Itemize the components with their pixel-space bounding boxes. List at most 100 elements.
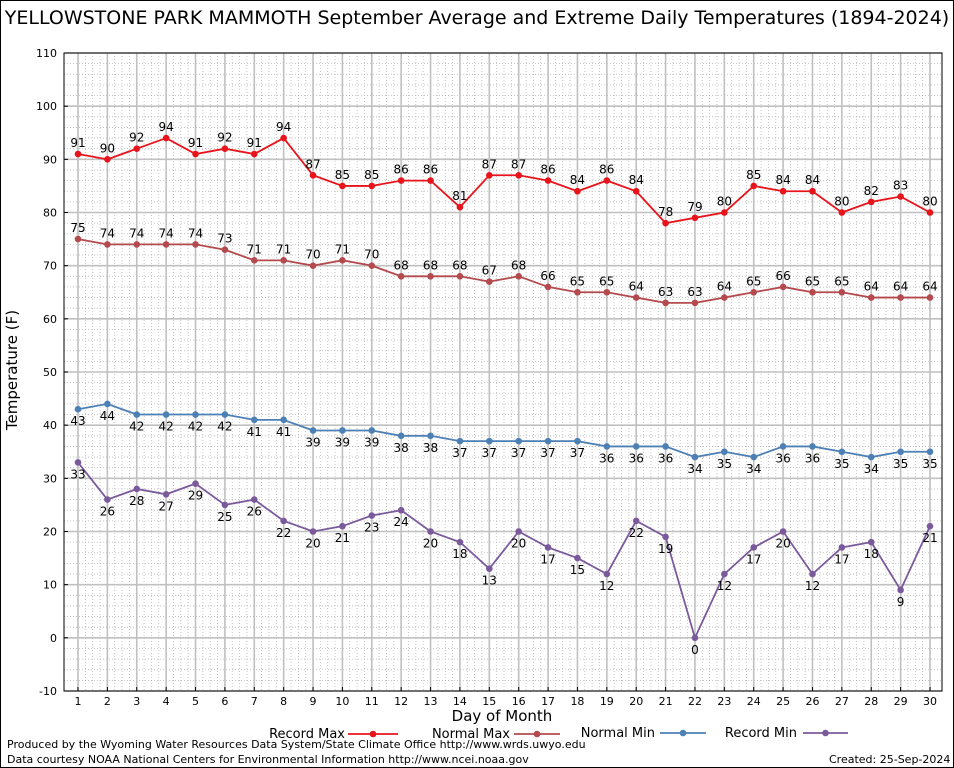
data-label: 64: [629, 280, 644, 294]
data-point: [368, 512, 376, 519]
data-point: [339, 522, 346, 530]
data-label: 12: [717, 579, 732, 593]
x-tick-label: 14: [453, 695, 467, 708]
data-label: 23: [364, 521, 379, 535]
data-point: [133, 145, 141, 152]
data-label: 74: [188, 226, 203, 240]
x-tick-label: 10: [335, 695, 349, 708]
data-label: 42: [158, 420, 173, 434]
data-label: 26: [247, 505, 262, 519]
data-point: [809, 187, 816, 195]
data-point: [309, 171, 317, 179]
y-tick-label: 100: [36, 100, 57, 113]
data-point: [544, 177, 552, 184]
x-tick-label: 3: [133, 695, 140, 708]
data-point: [574, 554, 581, 562]
x-tick-label: 19: [600, 695, 614, 708]
y-tick-label: 80: [43, 207, 57, 220]
series-line: [77, 136, 931, 225]
data-point: [339, 257, 346, 264]
legend-marker: [369, 730, 377, 738]
legend-label: Normal Min: [581, 726, 655, 741]
data-label: 36: [775, 451, 790, 465]
data-point: [926, 294, 934, 301]
data-point: [750, 453, 758, 461]
y-tick-label: 110: [36, 47, 57, 60]
data-label: 43: [70, 414, 85, 428]
data-point: [368, 182, 376, 190]
data-label: 38: [394, 441, 409, 455]
data-point: [456, 273, 464, 280]
data-point: [397, 432, 405, 440]
data-point: [133, 241, 141, 248]
footer-data-courtesy: Data courtesy NOAA National Centers for …: [7, 753, 529, 766]
data-point: [544, 283, 552, 291]
data-label: 87: [305, 157, 320, 171]
x-tick-label: 27: [835, 695, 849, 708]
data-label: 65: [805, 274, 820, 288]
data-point: [74, 459, 82, 466]
data-point: [368, 262, 376, 269]
chart-title: YELLOWSTONE PARK MAMMOTH September Avera…: [4, 7, 950, 29]
data-label: 27: [158, 499, 173, 513]
data-point: [397, 506, 405, 514]
y-tick-label: 20: [43, 526, 57, 539]
data-point: [867, 294, 875, 301]
y-tick-label: 70: [43, 260, 57, 273]
legend-marker: [533, 730, 541, 738]
data-point: [867, 198, 875, 206]
data-point: [574, 437, 581, 445]
data-label: 78: [658, 205, 673, 219]
data-label: 68: [511, 258, 526, 272]
data-point: [691, 214, 699, 222]
data-label: 28: [129, 494, 144, 508]
data-point: [486, 171, 493, 179]
x-tick-label: 26: [805, 695, 819, 708]
data-point: [133, 485, 141, 493]
series-normal-max: 75 74 74 74 74 73 71 71 70 71 70 68 68 68 67 68 66 65 65 64…: [70, 221, 938, 307]
data-label: 94: [276, 120, 291, 134]
x-tick-label: 6: [221, 695, 228, 708]
data-label: 36: [629, 451, 644, 465]
data-point: [133, 411, 141, 418]
data-point: [838, 448, 846, 456]
x-tick-label: 13: [424, 695, 438, 708]
x-tick-label: 20: [629, 695, 643, 708]
data-label: 66: [775, 269, 790, 283]
data-point: [926, 522, 934, 530]
x-tick-label: 9: [310, 695, 317, 708]
data-point: [486, 565, 493, 573]
data-label: 18: [452, 547, 467, 561]
data-point: [574, 187, 581, 195]
data-label: 39: [364, 435, 379, 449]
data-label: 35: [834, 457, 849, 471]
x-tick-label: 8: [280, 695, 287, 708]
legend-label: Record Max: [269, 727, 345, 742]
data-point: [74, 150, 82, 158]
data-point: [309, 427, 317, 434]
data-label: 19: [658, 542, 673, 556]
data-label: 74: [158, 226, 173, 240]
data-point: [515, 528, 522, 535]
x-tick-label: 1: [75, 695, 82, 708]
data-point: [603, 177, 611, 184]
data-point: [427, 528, 434, 535]
data-label: 42: [188, 420, 203, 434]
data-label: 20: [423, 537, 438, 551]
data-point: [250, 496, 258, 503]
x-tick-label: 4: [163, 695, 170, 708]
data-point: [104, 496, 111, 503]
data-point: [662, 219, 669, 227]
data-point: [544, 544, 552, 551]
data-point: [897, 193, 904, 200]
data-label: 79: [687, 200, 702, 214]
data-point: [515, 171, 522, 179]
legend-entry: Normal Min: [581, 726, 706, 741]
data-label: 64: [864, 280, 879, 294]
legend-label: Record Min: [725, 726, 797, 741]
data-point: [926, 448, 934, 456]
legend-entry: Normal Max: [432, 727, 560, 742]
data-label: 34: [864, 462, 879, 476]
data-label: 85: [746, 168, 761, 182]
data-point: [721, 570, 728, 578]
